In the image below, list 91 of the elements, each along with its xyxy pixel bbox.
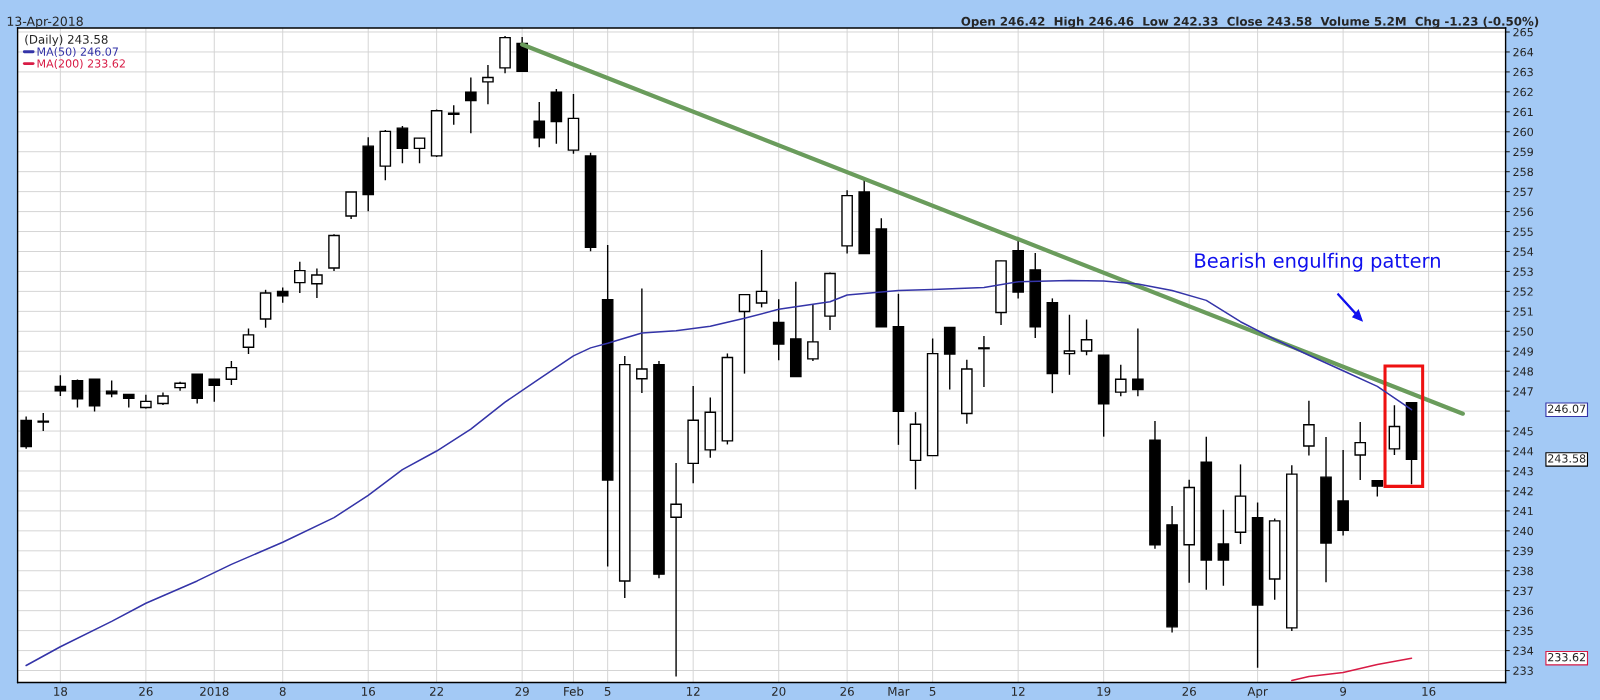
candlestick — [345, 191, 357, 220]
candlestick — [482, 64, 494, 105]
y-tick-label: 233 — [1513, 666, 1533, 675]
candlestick — [1132, 327, 1144, 397]
y-tick-label: 264 — [1513, 47, 1534, 57]
y-tick-label: 243 — [1513, 466, 1533, 476]
x-tick-label: 8 — [279, 686, 286, 696]
candlestick — [225, 360, 238, 386]
candlestick — [208, 378, 221, 403]
x-tick-label: Apr — [1247, 687, 1268, 699]
candlestick — [293, 261, 306, 294]
y-tick-label: 247 — [1513, 387, 1533, 396]
x-tick-label: 19 — [1097, 686, 1111, 696]
text: 246.07 — [1548, 404, 1586, 413]
text: 233.62 — [1548, 652, 1586, 662]
y-tick-label: 245 — [1513, 427, 1533, 436]
candlestick — [413, 137, 426, 164]
legend-title: (Daily) 243.58 — [25, 34, 108, 47]
y-tick-label: 237 — [1513, 586, 1533, 596]
y-tick-label: 239 — [1513, 546, 1533, 556]
y-tick-label: 258 — [1513, 167, 1533, 177]
candlestick — [465, 76, 477, 134]
candlestick — [1114, 363, 1127, 397]
y-tick-label: 238 — [1513, 566, 1533, 576]
text: 243.58 — [1548, 454, 1586, 463]
candlestick — [533, 101, 546, 149]
y-tick-label: 263 — [1513, 67, 1533, 77]
candlestick — [1080, 318, 1093, 356]
candlestick — [1217, 509, 1230, 587]
x-tick-label: Mar — [888, 687, 910, 696]
candlestick — [1388, 404, 1401, 456]
x-tick-label: 22 — [429, 686, 443, 696]
y-tick-label: 262 — [1513, 87, 1533, 97]
y-tick-label: 265 — [1513, 27, 1533, 37]
y-tick-label: 257 — [1513, 187, 1533, 196]
x-tick-label: 5 — [604, 687, 611, 696]
candlestick — [978, 335, 990, 388]
candlestick — [242, 327, 255, 355]
legend-label: MA(200) 233.62 — [37, 59, 125, 69]
y-tick-label: 244 — [1513, 447, 1534, 456]
y-tick-label: 255 — [1513, 227, 1533, 236]
chart-subtitle: 13-Apr-2018 — [7, 16, 83, 29]
line-series — [1291, 657, 1413, 682]
y-tick-label: 234 — [1513, 646, 1534, 655]
x-tick-label: 26 — [840, 686, 854, 696]
x-tick-label: 16 — [362, 686, 375, 696]
y-tick-label: 248 — [1513, 367, 1533, 376]
candlestick — [636, 287, 648, 394]
candlestick — [670, 462, 682, 678]
y-tick-label: 250 — [1513, 327, 1534, 336]
x-tick-label: 29 — [515, 686, 529, 696]
annotation: Bearish engulfing pattern — [1195, 252, 1440, 272]
x-tick-label: Feb — [564, 686, 584, 696]
y-tick-label: 260 — [1513, 127, 1534, 137]
y-tick-label: 259 — [1513, 147, 1533, 157]
y-tick-label: 254 — [1513, 247, 1534, 256]
y-tick-label: 242 — [1513, 486, 1533, 496]
y-tick-label: 235 — [1513, 626, 1533, 635]
y-tick-label: 240 — [1513, 526, 1534, 536]
y-tick-label: 256 — [1513, 207, 1534, 216]
x-tick-label: 5 — [929, 687, 936, 696]
x-tick-label: 2018 — [200, 686, 229, 696]
y-tick-label: 241 — [1513, 506, 1533, 516]
candlestick — [1303, 400, 1315, 457]
candlestick — [1063, 314, 1076, 376]
x-tick-label: 12 — [1011, 686, 1025, 696]
candlestick — [396, 125, 409, 164]
x-tick-label: 26 — [139, 686, 153, 696]
candlestick — [807, 303, 819, 362]
x-tick-label: 9 — [1340, 686, 1347, 696]
candlestick — [738, 293, 751, 375]
candlestick — [71, 378, 84, 409]
y-tick-label: 252 — [1513, 287, 1533, 296]
candlestick — [755, 249, 768, 309]
y-tick-label: 251 — [1513, 307, 1533, 316]
x-tick-label: 16 — [1422, 686, 1436, 696]
candlestick — [772, 298, 785, 361]
y-tick-label: 261 — [1513, 107, 1533, 117]
y-tick-label: 253 — [1513, 267, 1533, 276]
x-tick-label: 20 — [772, 686, 786, 696]
candlestick — [1354, 421, 1367, 481]
candlestick — [311, 267, 323, 299]
x-tick-label: 18 — [54, 686, 68, 696]
legend-label: MA(50) 246.07 — [37, 47, 118, 58]
x-tick-label: 26 — [1182, 686, 1196, 696]
candlestick — [447, 104, 460, 126]
annotation: Open 246.42 High 246.46 Low 242.33 Close 243.58 Volume 5.2M Chg -1.23 (-0.50%) — [961, 16, 1539, 29]
x-tick-label: 12 — [686, 686, 700, 696]
y-tick-label: 236 — [1513, 606, 1534, 616]
y-tick-label: 249 — [1513, 347, 1533, 356]
line-series — [25, 279, 1413, 667]
